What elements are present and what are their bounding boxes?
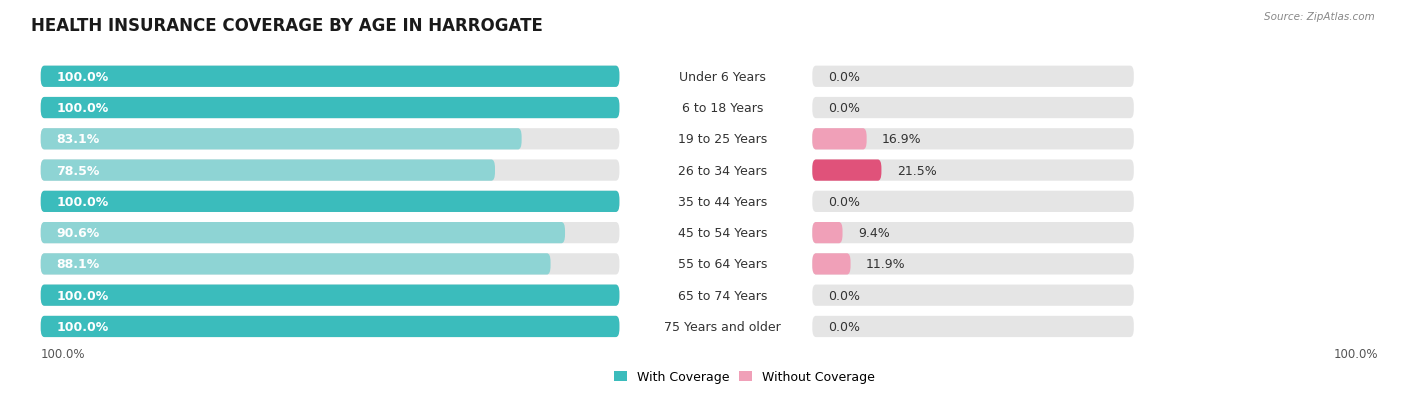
FancyBboxPatch shape: [41, 191, 620, 212]
Text: 88.1%: 88.1%: [56, 258, 100, 271]
Legend: With Coverage, Without Coverage: With Coverage, Without Coverage: [609, 366, 880, 388]
Text: 75 Years and older: 75 Years and older: [664, 320, 780, 333]
FancyBboxPatch shape: [813, 223, 842, 244]
Text: 6 to 18 Years: 6 to 18 Years: [682, 102, 763, 115]
Text: 83.1%: 83.1%: [56, 133, 100, 146]
Text: 0.0%: 0.0%: [828, 71, 859, 83]
FancyBboxPatch shape: [813, 66, 1133, 88]
Text: 100.0%: 100.0%: [56, 195, 108, 208]
FancyBboxPatch shape: [41, 316, 620, 337]
FancyBboxPatch shape: [41, 98, 620, 119]
FancyBboxPatch shape: [41, 129, 522, 150]
Text: 35 to 44 Years: 35 to 44 Years: [678, 195, 766, 208]
Text: 0.0%: 0.0%: [828, 195, 859, 208]
FancyBboxPatch shape: [41, 191, 620, 212]
Text: 55 to 64 Years: 55 to 64 Years: [678, 258, 768, 271]
FancyBboxPatch shape: [813, 191, 1133, 212]
FancyBboxPatch shape: [813, 285, 1133, 306]
FancyBboxPatch shape: [41, 160, 620, 181]
Text: 19 to 25 Years: 19 to 25 Years: [678, 133, 766, 146]
FancyBboxPatch shape: [813, 129, 866, 150]
Text: 21.5%: 21.5%: [897, 164, 936, 177]
Text: 0.0%: 0.0%: [828, 102, 859, 115]
FancyBboxPatch shape: [813, 160, 882, 181]
Text: 0.0%: 0.0%: [828, 289, 859, 302]
FancyBboxPatch shape: [813, 316, 1133, 337]
FancyBboxPatch shape: [41, 254, 551, 275]
Text: 100.0%: 100.0%: [56, 71, 108, 83]
Text: 90.6%: 90.6%: [56, 227, 100, 240]
FancyBboxPatch shape: [41, 160, 495, 181]
Text: 16.9%: 16.9%: [882, 133, 922, 146]
FancyBboxPatch shape: [813, 254, 851, 275]
FancyBboxPatch shape: [41, 285, 620, 306]
FancyBboxPatch shape: [41, 285, 620, 306]
FancyBboxPatch shape: [813, 223, 1133, 244]
FancyBboxPatch shape: [41, 98, 620, 119]
Text: 0.0%: 0.0%: [828, 320, 859, 333]
Text: 78.5%: 78.5%: [56, 164, 100, 177]
FancyBboxPatch shape: [41, 66, 620, 88]
Text: 100.0%: 100.0%: [56, 102, 108, 115]
FancyBboxPatch shape: [41, 254, 620, 275]
FancyBboxPatch shape: [41, 66, 620, 88]
FancyBboxPatch shape: [813, 254, 1133, 275]
Text: 26 to 34 Years: 26 to 34 Years: [678, 164, 766, 177]
FancyBboxPatch shape: [41, 223, 565, 244]
Text: HEALTH INSURANCE COVERAGE BY AGE IN HARROGATE: HEALTH INSURANCE COVERAGE BY AGE IN HARR…: [31, 17, 543, 34]
FancyBboxPatch shape: [41, 223, 620, 244]
Text: 45 to 54 Years: 45 to 54 Years: [678, 227, 768, 240]
Text: 100.0%: 100.0%: [56, 320, 108, 333]
Text: 9.4%: 9.4%: [858, 227, 890, 240]
Text: 65 to 74 Years: 65 to 74 Years: [678, 289, 768, 302]
Text: 100.0%: 100.0%: [56, 289, 108, 302]
FancyBboxPatch shape: [813, 129, 1133, 150]
FancyBboxPatch shape: [41, 316, 620, 337]
Text: 100.0%: 100.0%: [1334, 348, 1378, 361]
FancyBboxPatch shape: [813, 98, 1133, 119]
Text: Source: ZipAtlas.com: Source: ZipAtlas.com: [1264, 12, 1375, 22]
Text: 11.9%: 11.9%: [866, 258, 905, 271]
FancyBboxPatch shape: [813, 160, 1133, 181]
FancyBboxPatch shape: [41, 129, 620, 150]
Text: Under 6 Years: Under 6 Years: [679, 71, 766, 83]
Text: 100.0%: 100.0%: [41, 348, 86, 361]
